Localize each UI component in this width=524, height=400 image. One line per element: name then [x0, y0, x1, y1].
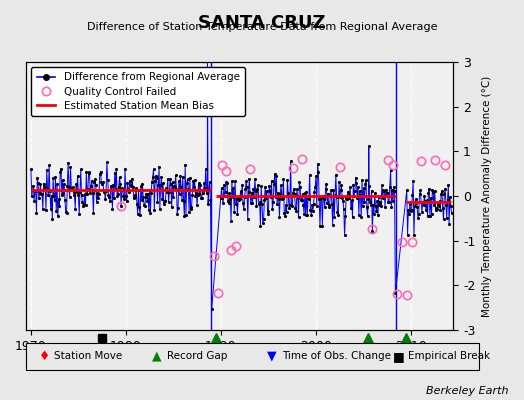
Text: ■: ■ — [393, 350, 405, 363]
Legend: Difference from Regional Average, Quality Control Failed, Estimated Station Mean: Difference from Regional Average, Qualit… — [31, 67, 245, 116]
Text: Empirical Break: Empirical Break — [408, 351, 490, 362]
Text: Station Move: Station Move — [54, 351, 122, 362]
Text: ▲: ▲ — [152, 350, 161, 363]
Text: ▼: ▼ — [267, 350, 277, 363]
Text: Difference of Station Temperature Data from Regional Average: Difference of Station Temperature Data f… — [87, 22, 437, 32]
Text: Record Gap: Record Gap — [167, 351, 227, 362]
Text: Berkeley Earth: Berkeley Earth — [426, 386, 508, 396]
Y-axis label: Monthly Temperature Anomaly Difference (°C): Monthly Temperature Anomaly Difference (… — [482, 75, 493, 317]
Text: SANTA CRUZ: SANTA CRUZ — [198, 14, 326, 32]
Text: ♦: ♦ — [39, 350, 50, 363]
Text: Time of Obs. Change: Time of Obs. Change — [282, 351, 391, 362]
